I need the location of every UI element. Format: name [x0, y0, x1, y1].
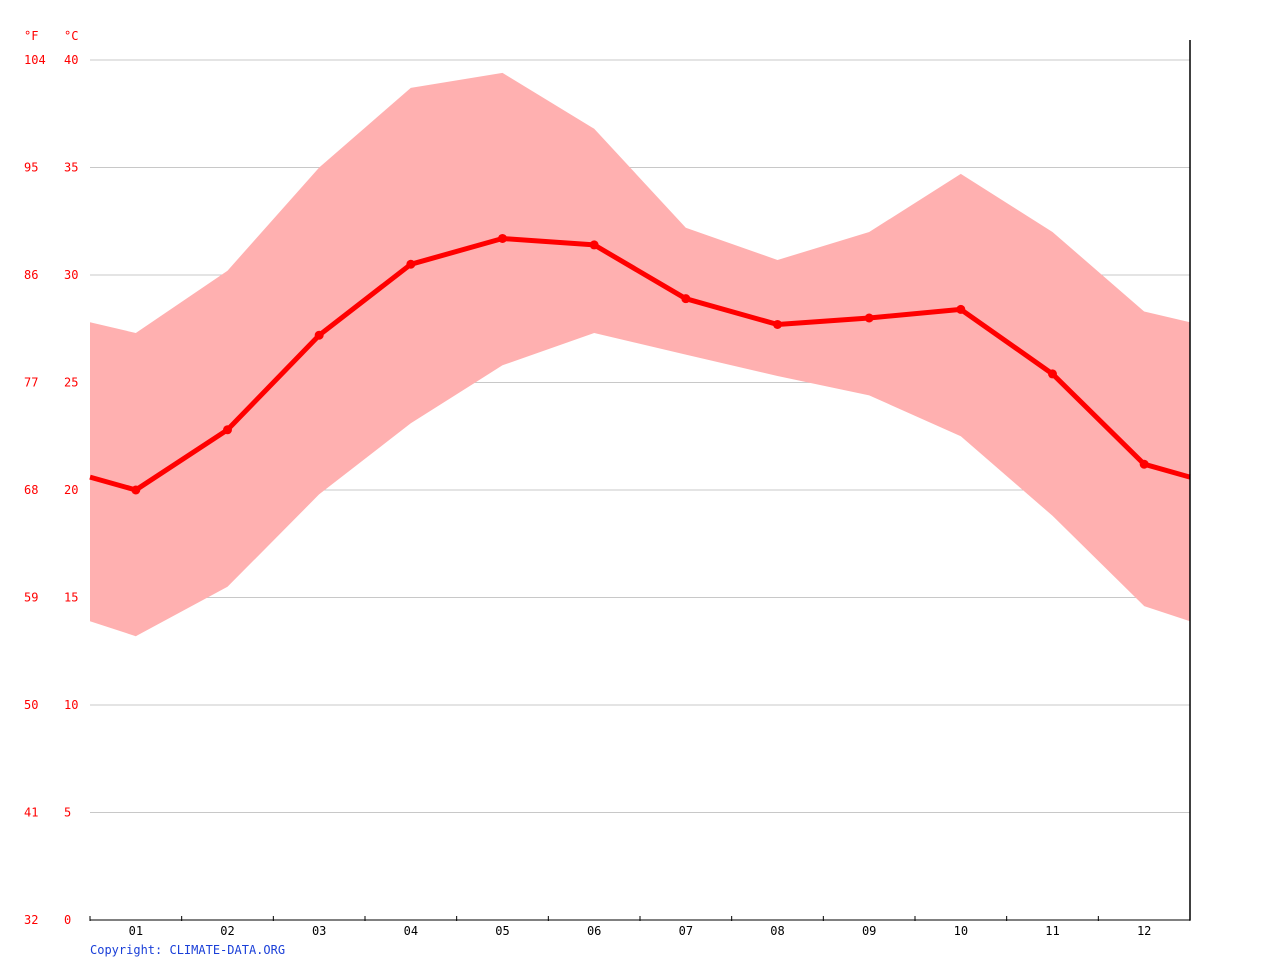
- axes: [89, 40, 1191, 921]
- x-tick-label: 01: [129, 924, 143, 938]
- x-tick-label: 11: [1045, 924, 1059, 938]
- mean-temperature-point: [956, 304, 966, 314]
- y-tick-label-c: 40: [64, 53, 78, 67]
- y-tick-label-c: 5: [64, 806, 71, 820]
- x-tick-label: 04: [404, 924, 418, 938]
- unit-f-label: °F: [24, 29, 38, 43]
- mean-temperature-point: [498, 233, 507, 243]
- mean-temperature-point: [1139, 459, 1149, 469]
- x-tick-label: 08: [770, 924, 784, 938]
- x-tick-label: 03: [312, 924, 326, 938]
- mean-temperature-point: [314, 330, 324, 340]
- mean-temperature-point: [223, 425, 232, 435]
- y-tick-label-f: 95: [24, 161, 38, 175]
- y-tick-label-c: 30: [64, 268, 78, 282]
- mean-temperature-point: [589, 240, 599, 250]
- y-tick-label-c: 25: [64, 376, 78, 390]
- axis-labels: °F °C 0 32 5 41 10 50 15 59 20 68 25 77 30 86 35 95 40 10…: [24, 29, 1151, 938]
- mean-temperature-point: [131, 485, 141, 495]
- x-tick-label: 05: [495, 924, 509, 938]
- y-tick-label-c: 10: [64, 698, 78, 712]
- mean-temperature-point: [1048, 369, 1057, 379]
- mean-temperature-point: [864, 313, 874, 323]
- mean-temperature-point: [406, 259, 416, 269]
- copyright-text[interactable]: Copyright: CLIMATE-DATA.ORG: [90, 943, 285, 957]
- y-tick-label-c: 20: [64, 483, 78, 497]
- temperature-range-band: [90, 72, 1190, 637]
- y-tick-label-f: 41: [24, 806, 38, 820]
- x-tick-label: 09: [862, 924, 876, 938]
- y-tick-label-f: 59: [24, 591, 38, 605]
- y-tick-label-f: 104: [24, 53, 46, 67]
- mean-temperature-point: [681, 294, 691, 304]
- y-tick-label-f: 50: [24, 698, 38, 712]
- unit-c-label: °C: [64, 29, 78, 43]
- y-tick-label-f: 86: [24, 268, 38, 282]
- y-tick-label-c: 15: [64, 591, 78, 605]
- mean-temperature-line: [89, 236, 1191, 493]
- x-tick-label: 07: [679, 924, 693, 938]
- y-tick-label-c: 0: [64, 913, 71, 927]
- y-tick-label-f: 68: [24, 483, 38, 497]
- mean-temperature-point: [773, 319, 782, 329]
- y-tick-label-f: 77: [24, 376, 38, 390]
- x-tick-label: 02: [220, 924, 234, 938]
- x-tick-label: 10: [954, 924, 968, 938]
- mean-line: [89, 233, 1191, 495]
- x-tick-label: 12: [1137, 924, 1151, 938]
- y-tick-label-f: 32: [24, 913, 38, 927]
- x-tick-label: 06: [587, 924, 601, 938]
- min-max-band: [90, 72, 1190, 637]
- y-tick-label-c: 35: [64, 161, 78, 175]
